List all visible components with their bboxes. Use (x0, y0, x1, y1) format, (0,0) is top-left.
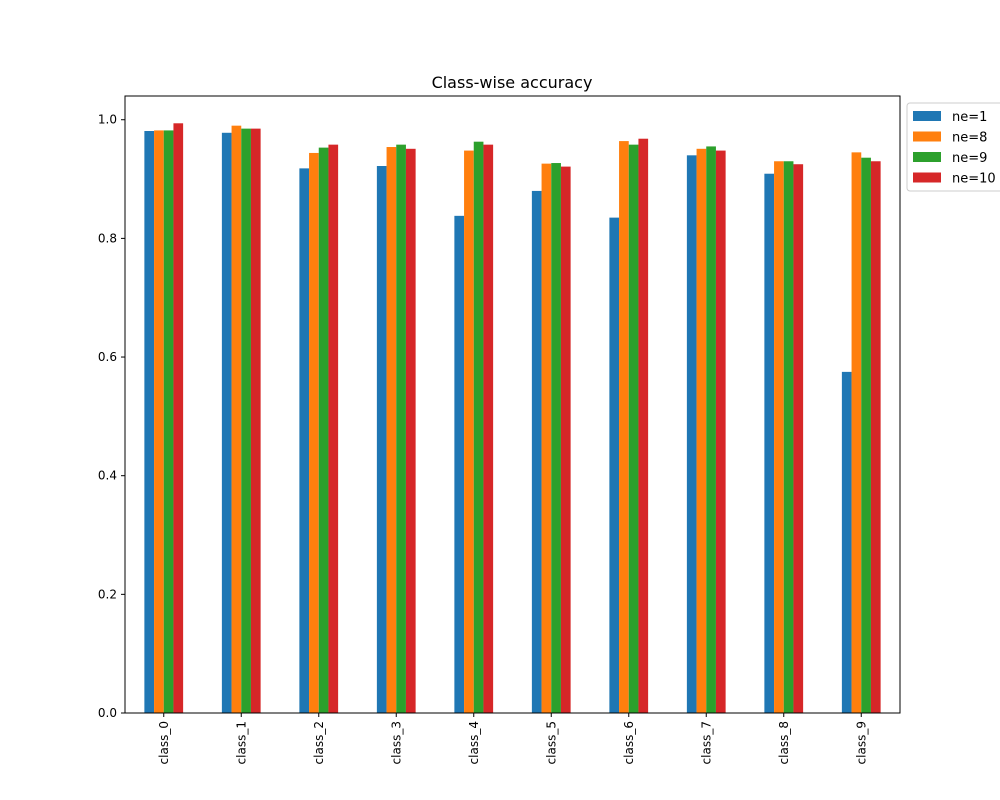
plot-area-frame (124, 95, 901, 714)
bars-group (144, 123, 881, 714)
x-tick-label: class_7 (699, 721, 713, 764)
y-tick-label: 1.0 (98, 113, 117, 127)
bar-ne-8-class_0 (154, 130, 164, 714)
bar-ne-9-class_4 (473, 141, 484, 713)
bar-ne-8-class_9 (851, 152, 862, 713)
bar-ne-9-class_6 (628, 144, 639, 713)
bar-ne-9-class_7 (706, 146, 716, 714)
legend-swatch-ne-10 (913, 172, 941, 183)
bar-ne-9-class_9 (861, 157, 871, 713)
bar-ne-10-class_3 (405, 148, 416, 713)
x-tick-label: class_6 (622, 721, 636, 764)
bar-ne-1-class_1 (221, 132, 232, 713)
x-axis: class_0 class_1 class_2 class_3 class_4 class… (157, 713, 868, 764)
x-tick-label: class_8 (777, 721, 791, 764)
bar-ne-8-class_6 (619, 141, 629, 714)
x-tick-label: class_1 (234, 721, 248, 764)
y-tick-label: 0.4 (98, 469, 117, 483)
bar-ne-1-class_9 (841, 371, 852, 713)
bar-ne-1-class_5 (531, 190, 542, 713)
legend-swatch-ne-9 (913, 152, 941, 162)
bar-ne-8-class_2 (309, 152, 319, 713)
bar-ne-10-class_7 (715, 150, 726, 714)
bar-ne-1-class_8 (764, 173, 775, 713)
x-tick-label: class_2 (312, 721, 326, 764)
bar-ne-9-class_3 (396, 144, 406, 713)
bar-ne-8-class_1 (231, 125, 242, 714)
legend-label-ne-1: ne=1 (952, 110, 987, 125)
bar-ne-9-class_1 (241, 128, 251, 713)
bar-ne-9-class_8 (783, 161, 794, 713)
bar-ne-10-class_4 (483, 144, 494, 713)
bar-ne-9-class_0 (163, 130, 174, 714)
bar-ne-1-class_0 (144, 131, 155, 714)
y-tick-label: 0.6 (98, 350, 117, 364)
bar-ne-10-class_2 (328, 144, 339, 713)
bar-ne-10-class_5 (560, 166, 571, 713)
x-tick-label: class_0 (157, 721, 171, 764)
bar-ne-1-class_7 (686, 155, 697, 714)
y-tick-label: 0.8 (98, 231, 117, 245)
legend-label-ne-9: ne=9 (952, 151, 987, 166)
bar-ne-9-class_2 (318, 147, 329, 713)
legend-swatch-ne-8 (913, 131, 941, 142)
legend-swatch-ne-1 (913, 111, 941, 121)
bar-ne-8-class_5 (541, 163, 552, 713)
chart-title: Class-wise accuracy (432, 73, 593, 92)
bar-ne-1-class_4 (454, 215, 465, 713)
legend-frame (906, 102, 1000, 192)
bar-ne-10-class_6 (638, 138, 649, 713)
bar-ne-8-class_4 (464, 150, 474, 714)
y-tick-label: 0.2 (98, 587, 117, 601)
bar-ne-1-class_6 (609, 217, 620, 714)
bar-ne-1-class_3 (376, 166, 387, 714)
x-tick-label: class_3 (389, 721, 403, 764)
legend-label-ne-10: ne=10 (952, 172, 996, 187)
y-tick-label: 0.0 (98, 706, 117, 720)
legend-label-ne-8: ne=8 (952, 131, 987, 146)
bar-ne-8-class_7 (696, 148, 707, 713)
legend: ne=1 ne=8 ne=9 ne=10 (906, 102, 1000, 192)
bar-ne-10-class_9 (870, 161, 881, 713)
bar-ne-9-class_5 (551, 163, 561, 713)
x-tick-label: class_9 (854, 721, 868, 764)
x-tick-label: class_4 (467, 721, 481, 764)
bar-ne-8-class_8 (774, 161, 784, 713)
bar-ne-8-class_3 (386, 147, 397, 714)
bar-ne-10-class_1 (250, 128, 261, 713)
bar-ne-1-class_2 (299, 168, 310, 713)
bar-ne-10-class_8 (793, 164, 804, 714)
x-tick-label: class_5 (544, 721, 558, 764)
y-axis: 0.0 0.2 0.4 0.6 0.8 1.0 (98, 113, 125, 720)
bar-ne-10-class_0 (173, 123, 184, 713)
